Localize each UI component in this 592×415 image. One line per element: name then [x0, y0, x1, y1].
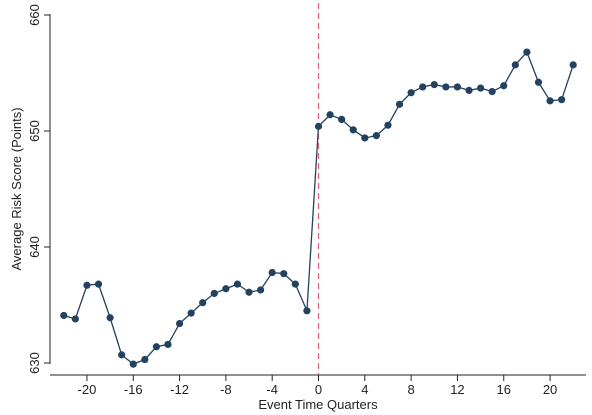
- data-point: [442, 83, 450, 91]
- data-point: [83, 281, 91, 289]
- data-point: [210, 289, 218, 297]
- x-tick-label: 20: [543, 382, 557, 397]
- x-axis-ticks: -20 -16 -12 -8 -4 0 4 8 12 16 20: [78, 375, 557, 397]
- data-point: [257, 286, 265, 294]
- data-point: [106, 314, 114, 322]
- x-tick-label: -20: [78, 382, 97, 397]
- y-axis-ticks: 630 640 650 660: [27, 4, 50, 374]
- data-point: [338, 115, 346, 123]
- data-point: [94, 280, 103, 288]
- y-tick-label: 650: [27, 120, 42, 142]
- data-point: [488, 87, 496, 96]
- data-point: [187, 309, 195, 317]
- x-tick-label: -8: [220, 382, 232, 397]
- x-tick-label: 16: [497, 382, 511, 397]
- data-point: [326, 111, 334, 119]
- data-point: [314, 122, 323, 130]
- series-points: [60, 48, 577, 368]
- data-point: [407, 89, 415, 97]
- x-tick-label: 0: [315, 382, 322, 397]
- y-tick-label: 630: [27, 352, 42, 374]
- data-point: [419, 83, 427, 91]
- data-point: [129, 360, 137, 368]
- data-point: [60, 311, 68, 320]
- data-point: [71, 315, 79, 323]
- y-tick-label: 660: [27, 4, 42, 26]
- plot-area: 630 640 650 660 -20 -16 -12 -8 -4 0 4 8 12 16 20: [27, 3, 586, 397]
- x-tick-label: -4: [266, 382, 278, 397]
- data-point: [534, 78, 543, 86]
- data-point: [395, 100, 404, 108]
- data-point: [245, 288, 253, 296]
- data-point: [361, 134, 369, 142]
- y-axis-title: Average Risk Score (Points): [9, 107, 24, 270]
- data-point: [523, 48, 531, 56]
- data-point: [372, 132, 380, 140]
- data-point: [141, 355, 149, 364]
- data-point: [500, 82, 508, 90]
- data-point: [280, 270, 288, 278]
- data-point: [291, 280, 299, 288]
- data-point: [118, 351, 126, 359]
- data-point: [233, 280, 242, 288]
- data-point: [222, 285, 230, 293]
- data-point: [546, 97, 554, 105]
- data-point: [268, 268, 276, 277]
- x-tick-label: -12: [170, 382, 189, 397]
- data-point: [569, 61, 577, 69]
- x-tick-label: 4: [361, 382, 368, 397]
- data-point: [152, 343, 161, 351]
- data-point: [175, 319, 184, 328]
- data-point: [558, 96, 566, 104]
- x-tick-label: 8: [408, 382, 415, 397]
- data-point: [465, 86, 473, 94]
- data-point: [476, 84, 485, 92]
- data-point: [430, 81, 438, 89]
- data-point: [511, 61, 519, 69]
- data-point: [453, 83, 462, 91]
- x-tick-label: 12: [450, 382, 464, 397]
- data-point: [164, 340, 172, 349]
- data-point: [349, 126, 357, 134]
- y-tick-label: 640: [27, 236, 42, 258]
- x-tick-label: -16: [124, 382, 143, 397]
- data-point: [303, 307, 311, 315]
- data-point: [199, 299, 207, 307]
- data-point: [384, 121, 392, 129]
- x-axis-title: Event Time Quarters: [258, 397, 378, 412]
